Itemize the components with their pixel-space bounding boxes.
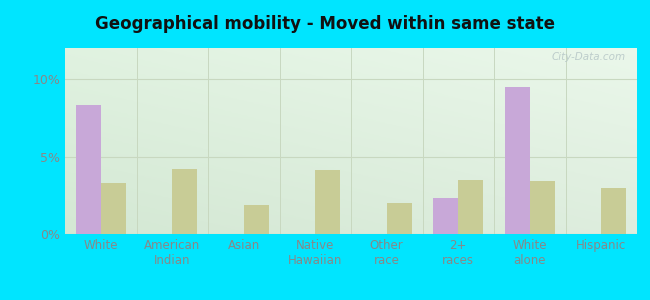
Text: City-Data.com: City-Data.com (551, 52, 625, 62)
Bar (458, 180, 483, 234)
Bar (101, 183, 126, 234)
Bar (172, 169, 198, 234)
Bar (387, 203, 412, 234)
Bar (244, 205, 269, 234)
Bar (530, 181, 554, 234)
Bar (505, 87, 530, 234)
Bar (433, 198, 458, 234)
Bar (75, 105, 101, 234)
Text: Geographical mobility - Moved within same state: Geographical mobility - Moved within sam… (95, 15, 555, 33)
Bar (601, 188, 626, 234)
Bar (315, 170, 341, 234)
